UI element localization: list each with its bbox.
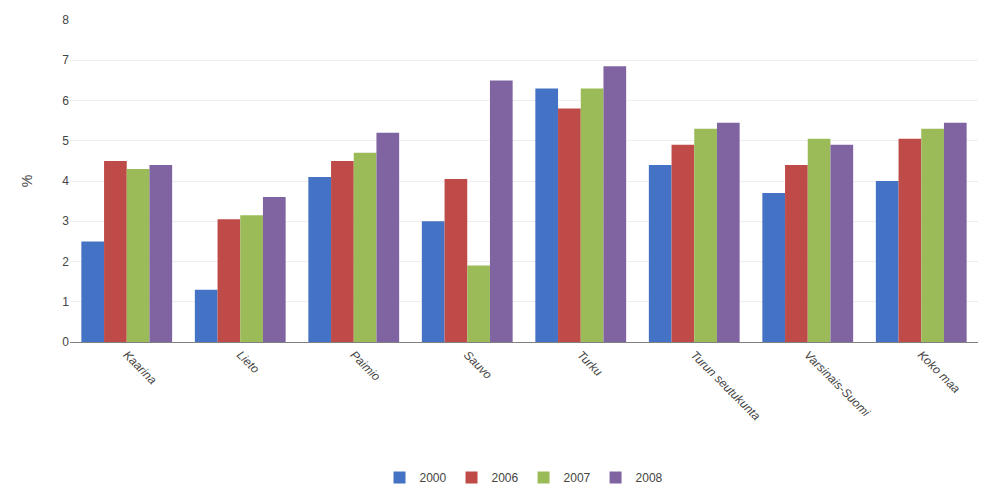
svg-text:Kaarina: Kaarina: [120, 348, 159, 387]
svg-text:Lieto: Lieto: [234, 348, 263, 377]
svg-text:1: 1: [62, 295, 69, 309]
svg-text:7: 7: [62, 53, 69, 67]
svg-text:Turun seutukunta: Turun seutukunta: [688, 348, 764, 424]
svg-text:5: 5: [62, 134, 69, 148]
svg-text:2000: 2000: [420, 471, 447, 485]
svg-text:Sauvo: Sauvo: [461, 348, 495, 382]
svg-text:4: 4: [62, 174, 69, 188]
svg-text:%: %: [19, 175, 35, 187]
svg-text:2008: 2008: [636, 471, 663, 485]
svg-text:0: 0: [62, 335, 69, 349]
svg-text:3: 3: [62, 214, 69, 228]
svg-text:Koko maa: Koko maa: [915, 348, 963, 396]
svg-text:Varsinais-Suomi: Varsinais-Suomi: [801, 348, 873, 420]
svg-text:Paimio: Paimio: [347, 348, 383, 384]
svg-text:2007: 2007: [564, 471, 591, 485]
svg-text:Turku: Turku: [574, 348, 605, 379]
svg-text:2: 2: [62, 255, 69, 269]
svg-text:8: 8: [62, 13, 69, 27]
svg-text:2006: 2006: [492, 471, 519, 485]
svg-text:6: 6: [62, 94, 69, 108]
